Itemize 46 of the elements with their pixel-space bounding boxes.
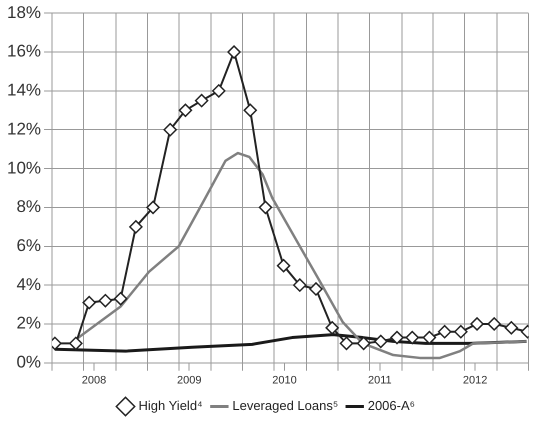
point	[470, 317, 484, 331]
point	[243, 104, 257, 118]
point	[325, 321, 339, 335]
point	[69, 336, 83, 350]
x-tick-label: 2011	[368, 374, 392, 386]
y-tick-label: 10%	[6, 158, 42, 178]
point	[504, 321, 518, 335]
point	[212, 84, 226, 98]
legend-label: High Yield⁴	[138, 398, 203, 414]
point	[276, 258, 290, 272]
point	[146, 200, 160, 214]
point	[227, 45, 241, 59]
point	[438, 324, 452, 338]
x-tick-label: 2012	[462, 374, 488, 386]
y-tick-label: 12%	[6, 119, 42, 138]
x-tick-label: 2009	[177, 374, 202, 386]
point	[405, 330, 419, 344]
point	[82, 296, 96, 310]
point	[293, 278, 307, 292]
point	[422, 330, 436, 344]
point	[194, 94, 208, 108]
legend-label: Leveraged Loans⁵	[232, 398, 338, 414]
x-tick-label: 2010	[272, 374, 297, 386]
y-tick-label: 0%	[16, 352, 42, 372]
point	[178, 104, 192, 118]
y-tick-label: 16%	[6, 42, 42, 61]
y-tick-label: 6%	[16, 236, 42, 255]
y-tick-label: 14%	[6, 80, 42, 100]
point	[454, 324, 468, 338]
point	[487, 317, 501, 331]
point	[309, 282, 323, 296]
point	[163, 122, 177, 136]
point	[98, 294, 112, 308]
point	[390, 330, 404, 344]
point	[340, 336, 354, 350]
y-tick-label: 2%	[16, 314, 42, 333]
point	[258, 200, 272, 214]
point	[114, 292, 128, 306]
point	[129, 220, 143, 234]
y-tick-label: 8%	[16, 197, 42, 216]
legend-label: 2006-A⁶	[368, 398, 416, 414]
x-tick-label: 2008	[82, 374, 106, 386]
y-tick-label: 18%	[6, 2, 42, 22]
y-tick-label: 4%	[16, 274, 42, 294]
point	[374, 334, 388, 348]
point	[356, 336, 370, 350]
